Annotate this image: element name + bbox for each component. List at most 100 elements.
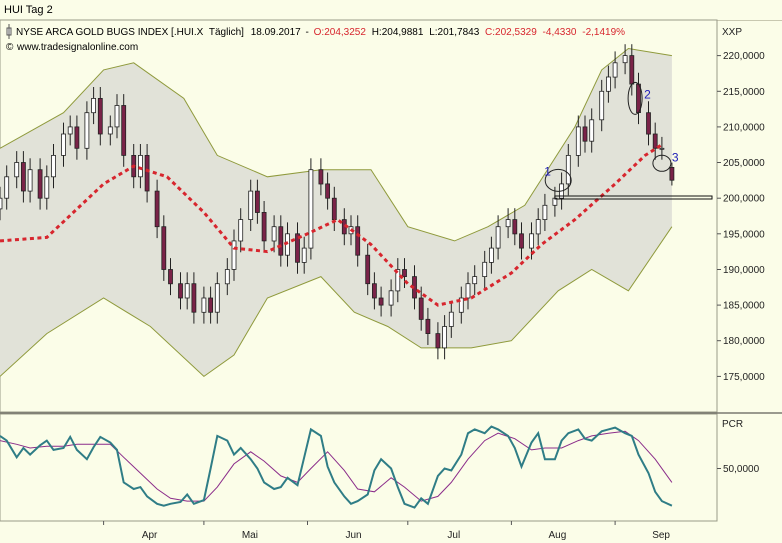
annotation-label-2: 2 — [644, 87, 651, 101]
candle-body — [646, 112, 651, 135]
price-tick-label: 180,0000 — [723, 336, 765, 347]
candle-body — [278, 226, 284, 256]
pcr-fast-line — [0, 425, 673, 509]
candle — [14, 151, 20, 189]
candle — [582, 115, 588, 153]
candle-body — [652, 133, 658, 149]
candle-body — [636, 83, 641, 113]
candle — [505, 208, 511, 239]
pcr-panel — [0, 413, 718, 522]
candle — [191, 272, 197, 324]
candle — [442, 315, 448, 360]
candle-body — [472, 276, 478, 285]
header-separator: - — [306, 27, 309, 38]
candle — [44, 165, 50, 210]
candle — [154, 179, 160, 239]
candle — [121, 94, 127, 167]
header-change: -4,4330 — [543, 27, 577, 38]
date-tick-label: Jul — [447, 530, 460, 541]
candle-body — [67, 126, 73, 135]
candle-body — [37, 169, 43, 199]
candle — [606, 65, 611, 103]
candle — [214, 272, 220, 324]
candle-body — [208, 297, 214, 313]
candle — [519, 222, 524, 260]
candle — [114, 94, 120, 139]
candle-body — [378, 297, 384, 306]
candle-body — [465, 283, 471, 299]
candle-body — [535, 219, 541, 235]
date-tick-label: Sep — [652, 530, 670, 541]
candle-body — [325, 183, 331, 199]
price-tick-label: 210,0000 — [723, 122, 765, 133]
price-tick-label: 215,0000 — [723, 87, 765, 98]
candle-body — [542, 204, 548, 221]
candle — [425, 307, 431, 345]
annotation-label-3: 3 — [672, 150, 679, 164]
candle — [178, 272, 183, 310]
candle-body — [659, 147, 665, 150]
candle — [542, 193, 548, 231]
candle-body — [295, 233, 300, 263]
candle-body — [191, 283, 197, 313]
candle — [27, 158, 33, 203]
candle — [254, 179, 260, 224]
candle — [488, 236, 494, 274]
header-source: www.tradesignalonline.com — [16, 42, 138, 53]
annotation-label-1: 1 — [544, 164, 551, 178]
candle — [669, 162, 675, 186]
candle-body — [418, 297, 424, 320]
date-axis-ticks: Apr Mai Jun Jul Aug Sep — [103, 521, 670, 541]
candle-body — [271, 226, 277, 242]
candle — [161, 215, 167, 281]
candle-body — [61, 133, 66, 156]
date-tick-label: Mai — [242, 530, 258, 541]
candle — [168, 258, 173, 296]
candle-body — [254, 190, 260, 213]
candle-body — [51, 154, 56, 178]
candle-body — [107, 126, 113, 135]
candle — [472, 265, 478, 296]
candle — [91, 87, 96, 125]
candle — [84, 101, 90, 160]
candle-body — [495, 226, 501, 249]
candle-body — [529, 233, 534, 249]
candle — [144, 144, 150, 203]
header-low: L:201,7843 — [429, 27, 479, 38]
candle-body — [365, 254, 371, 285]
candle-body — [308, 169, 314, 249]
candle — [308, 158, 314, 260]
candle — [599, 79, 605, 132]
candle-body — [442, 326, 448, 349]
annotation-ellipse-1 — [544, 168, 572, 192]
candle — [97, 87, 103, 146]
candle — [4, 165, 10, 210]
window-title: HUI Tag 2 — [4, 4, 53, 16]
candle — [458, 286, 464, 324]
annotations-layer: 1 2 3 — [544, 81, 679, 192]
candle — [261, 201, 267, 253]
candle — [395, 258, 401, 303]
candle — [652, 122, 658, 160]
horizontal-level-box[interactable] — [554, 195, 713, 200]
price-tick-label: 175,0000 — [723, 372, 765, 383]
svg-text:NYSE ARCA GOLD BUGS INDEX [.HU: NYSE ARCA GOLD BUGS INDEX [.HUI.X Täglic… — [16, 27, 625, 38]
candle — [137, 144, 143, 189]
candle-body — [238, 219, 244, 242]
date-tick-label: Aug — [549, 530, 567, 541]
moving-average-line — [0, 143, 663, 307]
candle-body — [137, 154, 143, 178]
candle — [371, 272, 377, 310]
copyright-icon: © — [6, 42, 14, 53]
candle-body — [161, 226, 167, 270]
header-open: O:204,3252 — [314, 27, 367, 38]
candle — [418, 286, 424, 331]
candle — [435, 322, 441, 360]
candle — [107, 115, 113, 146]
candle-body — [402, 269, 407, 277]
candle-body — [0, 197, 3, 210]
candle-body — [27, 169, 33, 192]
candle — [482, 250, 488, 288]
candle — [201, 286, 207, 324]
